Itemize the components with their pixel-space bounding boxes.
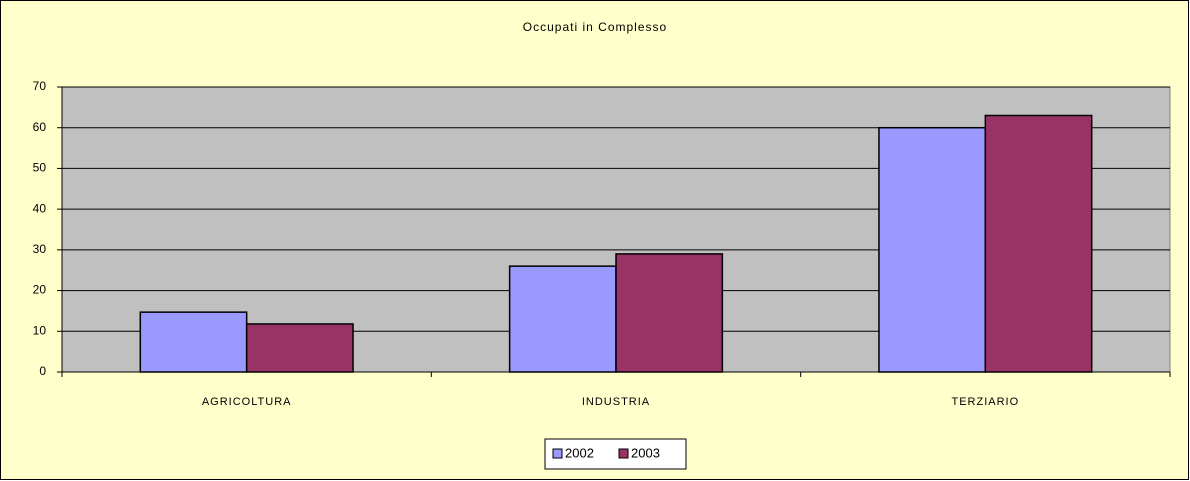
y-tick-label: 50: [33, 161, 47, 175]
legend-box: [544, 438, 687, 470]
x-tick-label: INDUSTRIA: [582, 396, 650, 408]
x-tick-label: AGRICOLTURA: [202, 396, 292, 408]
bar: [508, 265, 617, 373]
bar: [615, 253, 724, 373]
bar: [984, 114, 1093, 373]
y-tick-label: 20: [33, 283, 47, 297]
y-tick-label: 40: [33, 201, 47, 215]
chart-title: Occupati in Complesso: [523, 20, 667, 34]
legend-swatch: [552, 448, 563, 459]
legend-label: 2003: [631, 445, 660, 460]
y-tick-label: 70: [33, 79, 47, 93]
bar: [245, 323, 354, 373]
y-tick-label: 10: [33, 323, 47, 337]
legend-label: 2002: [565, 445, 594, 460]
bar: [139, 311, 248, 373]
y-tick-label: 0: [39, 364, 46, 378]
legend-swatch: [618, 448, 629, 459]
y-tick-label: 60: [33, 120, 47, 134]
bar: [878, 126, 987, 373]
x-tick-label: TERZIARIO: [951, 396, 1019, 408]
y-tick-label: 30: [33, 242, 47, 256]
